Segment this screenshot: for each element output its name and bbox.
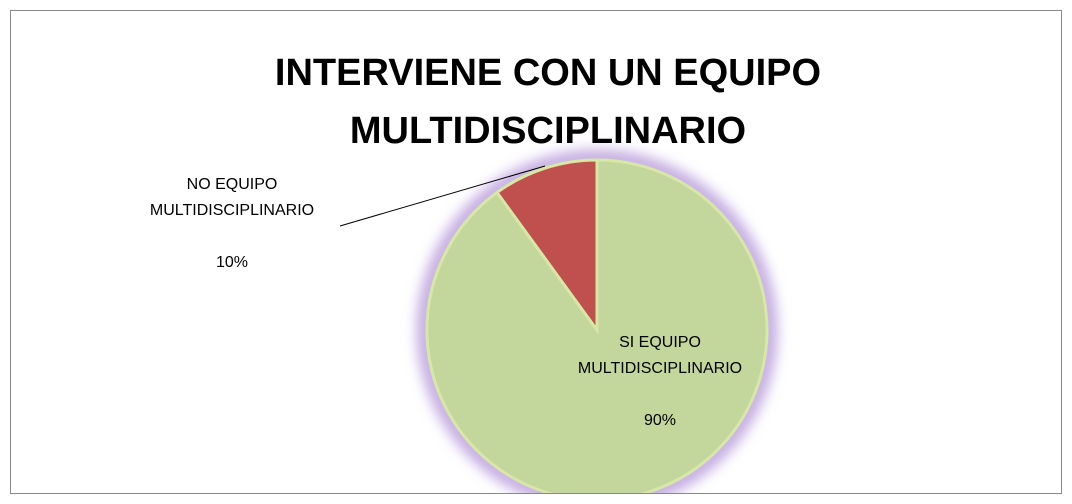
slice-label: SI EQUIPO MULTIDISCIPLINARIO [577, 334, 743, 377]
slice-value-label: 90% [643, 412, 677, 429]
pie-slice [494, 158, 599, 335]
chart-title: INTERVIENE CON UN EQUIPO MULTIDISCIPLINA… [274, 52, 822, 152]
pie-slice [425, 158, 769, 493]
slice-label: NO EQUIPO MULTIDISCIPLINARIO [149, 176, 315, 219]
pie-glow [418, 151, 776, 493]
leader-line [339, 165, 546, 227]
slice-value-label: 10% [215, 254, 249, 271]
pie [418, 151, 776, 493]
